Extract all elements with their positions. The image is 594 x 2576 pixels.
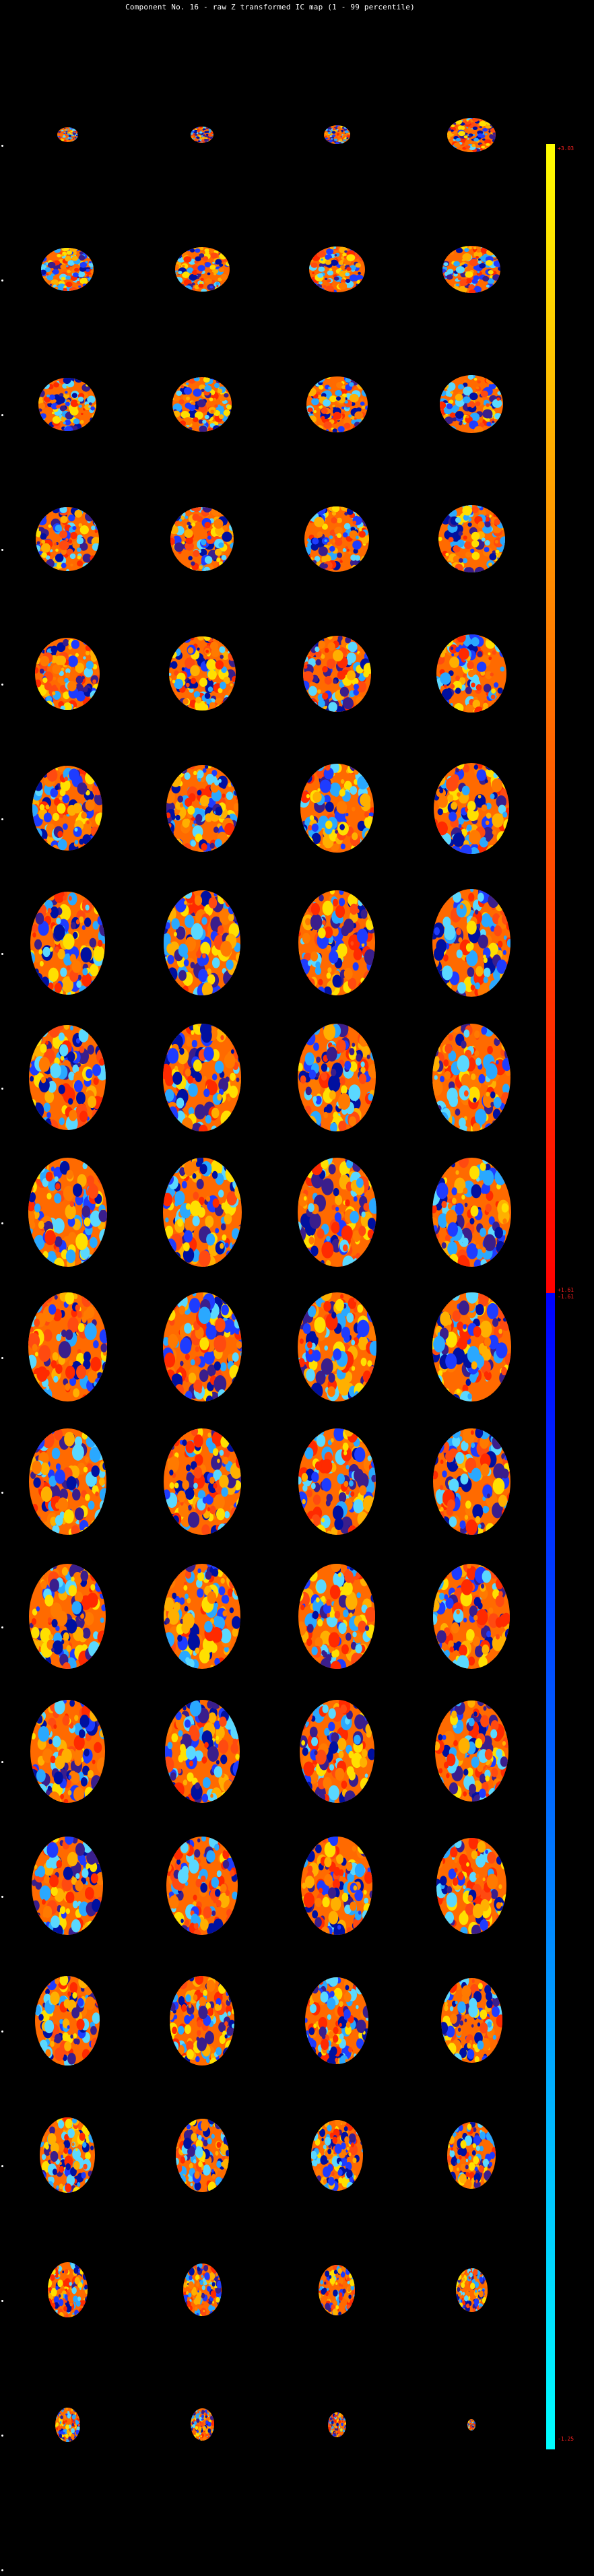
- brain-slice: [29, 1025, 106, 1130]
- brain-slice: [35, 637, 100, 710]
- row-marker: [1, 684, 3, 686]
- row-marker: [1, 414, 3, 416]
- row-marker: [1, 1222, 3, 1224]
- brain-slice: [164, 1564, 240, 1669]
- brain-slice: [162, 1158, 242, 1267]
- brain-slice: [447, 117, 496, 152]
- brain-slice: [298, 1024, 376, 1131]
- colorbar-negative: [546, 1293, 555, 2449]
- row-marker: [1, 2569, 3, 2571]
- brain-slice: [32, 766, 102, 851]
- brain-slice: [305, 1977, 368, 2064]
- brain-slice: [432, 1292, 511, 1401]
- brain-slice: [28, 1292, 107, 1401]
- brain-slice: [30, 1699, 105, 1803]
- brain-slice: [166, 1837, 238, 1935]
- brain-slice: [432, 1428, 510, 1535]
- brain-slice: [299, 1699, 374, 1803]
- brain-slice: [168, 636, 236, 711]
- brain-slice: [440, 375, 503, 433]
- figure-title: Component No. 16 - raw Z transformed IC …: [125, 3, 415, 11]
- brain-slice: [170, 506, 234, 571]
- brain-slice: [40, 2117, 95, 2193]
- brain-slice: [436, 1837, 506, 1934]
- brain-slice: [172, 376, 232, 432]
- brain-slice: [300, 764, 374, 853]
- brain-slice: [170, 1975, 234, 2066]
- brain-slice: [306, 376, 368, 432]
- brain-slice: [162, 1292, 242, 1401]
- row-marker: [1, 1896, 3, 1898]
- brain-slice: [164, 1699, 240, 1803]
- row-marker: [1, 145, 3, 147]
- brain-slice: [166, 764, 238, 852]
- brain-slice: [442, 246, 500, 293]
- brain-slice: [32, 1837, 103, 1935]
- row-marker: [1, 818, 3, 820]
- colorbar-top-label: +3.03: [558, 145, 574, 152]
- row-marker: [1, 1357, 3, 1359]
- brain-slice: [190, 2408, 214, 2441]
- brain-slice: [433, 1564, 510, 1669]
- brain-slice: [440, 1978, 502, 2063]
- row-marker: [1, 1626, 3, 1628]
- brain-slice: [304, 506, 369, 572]
- brain-slice: [28, 1428, 106, 1535]
- brain-slice: [310, 2119, 363, 2191]
- brain-slice: [455, 2268, 488, 2312]
- row-marker: [1, 1088, 3, 1090]
- brain-slice: [38, 377, 96, 431]
- brain-slice: [323, 125, 350, 144]
- brain-slice: [298, 1564, 375, 1669]
- row-marker: [1, 2030, 3, 2033]
- colorbar-mid-label-lower: -1.61: [558, 1294, 574, 1300]
- brain-slice: [301, 1837, 372, 1935]
- brain-slice: [319, 2264, 355, 2315]
- brain-slice: [47, 2262, 88, 2317]
- brain-slice: [191, 127, 213, 143]
- row-marker: [1, 953, 3, 955]
- row-marker: [1, 2300, 3, 2302]
- row-marker: [1, 2165, 3, 2167]
- brain-slice: [434, 762, 509, 854]
- row-marker: [1, 1761, 3, 1763]
- row-marker: [1, 549, 3, 551]
- brain-slice: [55, 2407, 80, 2442]
- brain-slice: [297, 1292, 376, 1401]
- colorbar-positive: [546, 144, 555, 1293]
- brain-slice: [302, 635, 371, 712]
- brain-slice: [447, 2121, 496, 2189]
- brain-slice: [175, 2118, 229, 2192]
- brain-slice: [438, 505, 505, 572]
- brain-slice: [436, 634, 506, 713]
- brain-slice: [164, 890, 240, 995]
- brain-slice: [41, 248, 94, 291]
- colorbar-mid-label-upper: +1.61: [558, 1287, 574, 1293]
- brain-slice: [183, 2264, 222, 2316]
- brain-slice: [57, 127, 78, 142]
- row-marker: [1, 279, 3, 282]
- brain-slice: [163, 1428, 241, 1535]
- brain-slice: [298, 1428, 376, 1535]
- brain-slice: [30, 891, 105, 995]
- brain-slice: [28, 1158, 107, 1267]
- brain-slice: [174, 247, 230, 292]
- brain-slice: [327, 2412, 346, 2437]
- brain-slice: [297, 1158, 376, 1267]
- brain-slice: [36, 506, 99, 571]
- brain-slice: [467, 2418, 475, 2431]
- brain-slice: [434, 1700, 508, 1802]
- brain-slice: [29, 1564, 106, 1669]
- brain-slice: [432, 889, 510, 997]
- colorbar-bottom-label: -1.25: [558, 2436, 574, 2442]
- brain-slice: [163, 1024, 241, 1131]
- brain-slice: [308, 246, 365, 292]
- row-marker: [1, 1492, 3, 1494]
- brain-slice-montage: [1, 117, 511, 2571]
- brain-slice: [432, 1024, 510, 1131]
- brain-slice: [298, 890, 375, 995]
- brain-slice: [432, 1158, 511, 1267]
- row-marker: [1, 2435, 3, 2437]
- brain-slice: [35, 1975, 100, 2066]
